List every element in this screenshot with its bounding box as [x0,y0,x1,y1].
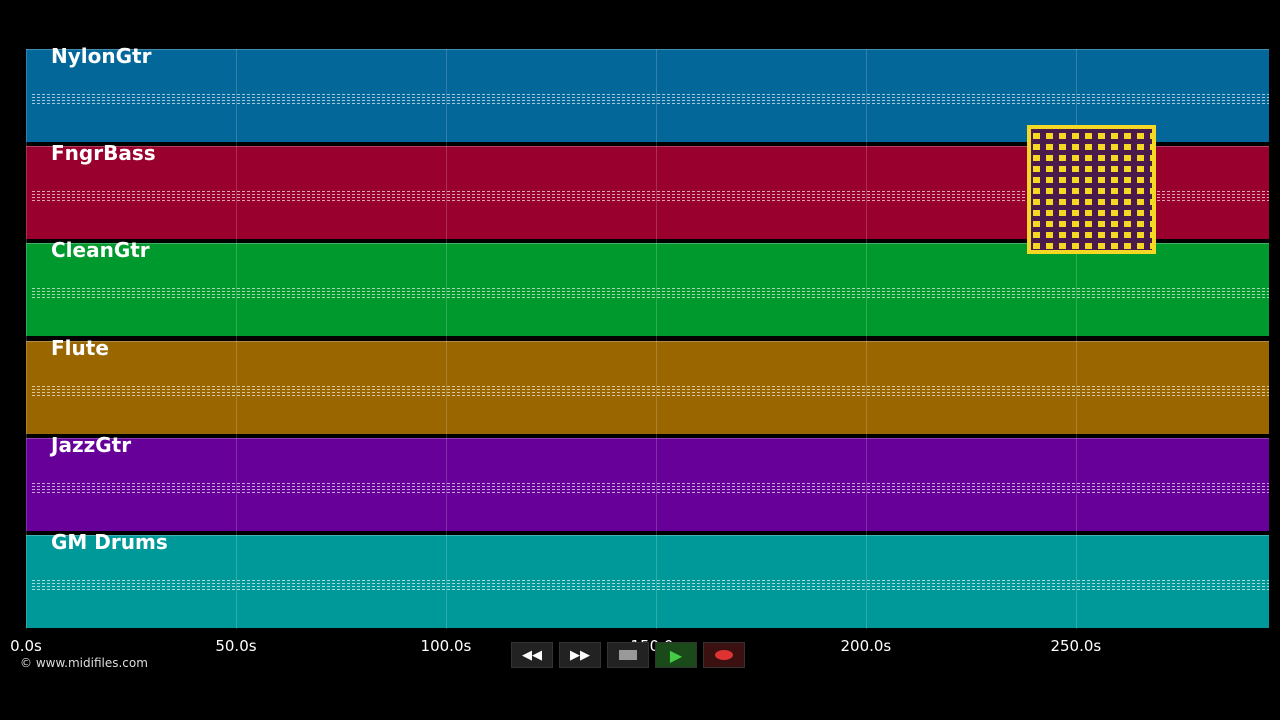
note-pattern [32,94,1269,104]
grid-line [235,49,237,629]
track-lane: JazzGtr [26,433,1269,531]
track-lane: CleanGtr [26,238,1269,337]
note-pattern [32,385,1269,396]
track-name: Flute [51,335,109,360]
x-tick-label: 200.0s [840,637,892,655]
playback-controls: ◀◀ ▶▶ ▶ [511,642,745,668]
grid-line [865,49,867,629]
record-button[interactable] [703,642,745,668]
note-pattern [32,191,1269,202]
track-name: FngrBass [51,141,156,166]
x-tick-label: 100.0s [420,637,472,655]
note-pattern [32,580,1269,590]
track-name: NylonGtr [51,44,152,68]
track-lane: NylonGtr [26,44,1269,142]
rewind-button[interactable]: ◀◀ [511,642,553,668]
note-pattern [32,482,1269,493]
grid-line [445,49,447,629]
qr-code [1027,125,1156,254]
stop-button[interactable] [607,642,649,668]
track-name: GM Drums [51,530,168,554]
copyright: © www.midifiles.com [20,656,148,670]
x-tick-label: 0.0s [10,637,42,655]
x-tick-label: 250.0s [1050,637,1102,655]
track-lane: GM Drums [26,530,1269,628]
fast-forward-button[interactable]: ▶▶ [559,642,601,668]
grid-line [1075,49,1077,629]
grid-line [655,49,657,629]
grid-line [26,49,27,629]
play-button[interactable]: ▶ [655,642,697,668]
note-pattern [32,288,1269,299]
track-name: CleanGtr [51,238,150,263]
track-lane: Flute [26,336,1269,434]
x-tick-label: 50.0s [215,637,257,655]
track-name: JazzGtr [51,432,132,457]
